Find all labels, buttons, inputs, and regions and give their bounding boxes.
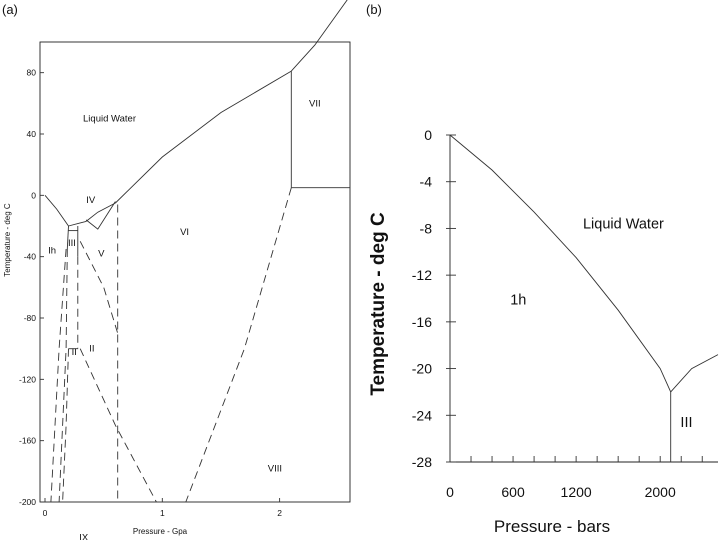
phase-label: V (98, 249, 105, 260)
phase-boundary-dashed (62, 348, 69, 503)
y-tick-label: -12 (412, 267, 432, 283)
y-tick-label: 80 (27, 68, 37, 78)
phase-boundary-solid (85, 201, 116, 230)
y-tick-label: -20 (412, 361, 432, 377)
phase-boundary-solid (66, 225, 69, 250)
phase-boundary-dashed (79, 241, 119, 334)
panel-b-series (449, 134, 719, 462)
phase-label: Ih (48, 246, 56, 257)
phase-boundary-solid (85, 202, 116, 222)
panel-a-y-axis-label: Temperature - deg C (3, 203, 12, 277)
y-tick-label: 0 (424, 127, 432, 143)
panel-a-dashed-boundaries (50, 187, 292, 503)
y-tick-label: -40 (24, 252, 37, 262)
phase-label: 1h (510, 292, 526, 308)
phase-label: III (680, 415, 692, 431)
phase-boundary-line (449, 134, 672, 393)
phase-label: VII (309, 98, 321, 109)
y-tick-label: 40 (27, 129, 37, 139)
phase-boundary-dashed (58, 248, 68, 503)
y-tick-label: -160 (19, 436, 36, 446)
panel-a-letter: (a) (2, 2, 18, 17)
phase-boundary-solid (44, 195, 69, 227)
panel-a-phase-labels: Liquid Water Ih III IV V VI VII II II VIII IX (48, 98, 321, 540)
phase-boundary-solid (290, 0, 348, 72)
phase-label: IV (86, 195, 96, 206)
y-tick-label: -4 (420, 174, 433, 190)
phase-boundary-dashed (79, 348, 157, 503)
phase-label: II (89, 344, 94, 355)
phase-boundary-dashed (50, 248, 67, 503)
panel-a-solid-boundaries (44, 0, 350, 350)
y-tick-label: -28 (412, 454, 432, 470)
x-tick-label: 1 (160, 508, 165, 518)
y-tick-label: -16 (412, 314, 432, 330)
phase-label: IX (79, 532, 89, 540)
y-tick-label: -120 (19, 374, 36, 384)
x-tick-label: 600 (501, 484, 525, 500)
y-tick-label: 0 (31, 190, 36, 200)
panel-b-ticks: 0 -4 -8 -12 -16 -20 -24 -28 0 600 1200 2000 (412, 127, 703, 500)
x-tick-label: 2 (277, 508, 282, 518)
panel-a-plot-frame (39, 41, 351, 503)
phase-boundary-solid (68, 220, 87, 227)
panel-a-ticks: 80 40 0 -40 -80 -120 -160 -200 0 1 2 (19, 68, 282, 518)
x-tick-label: 0 (43, 508, 48, 518)
y-tick-label: -200 (19, 497, 36, 507)
phase-label: II (72, 347, 77, 358)
panel-a-x-axis-label: Pressure - Gpa (133, 527, 188, 536)
panel-a: (a) 80 40 0 -40 -80 -120 -160 -200 0 1 2 Liquid Wa… (2, 0, 351, 540)
panel-b-phase-labels: Liquid Water 1h III (510, 216, 692, 431)
panel-b-letter: (b) (366, 2, 382, 17)
panel-b-x-axis-label: Pressure - bars (494, 517, 610, 536)
panel-b-y-axis-label: Temperature - deg C (368, 212, 389, 396)
y-tick-label: -8 (420, 220, 433, 236)
y-tick-label: -24 (412, 407, 432, 423)
y-tick-label: -80 (24, 313, 37, 323)
phase-label: VIII (268, 463, 282, 474)
phase-boundary-dashed (185, 187, 292, 503)
phase-label: Liquid Water (83, 114, 136, 125)
x-tick-label: 1200 (561, 484, 592, 500)
phase-label: III (68, 238, 76, 249)
phase-boundary-line (670, 354, 719, 393)
x-tick-label: 2000 (645, 484, 676, 500)
phase-label: VI (180, 227, 189, 238)
phase-label: Liquid Water (583, 216, 664, 232)
x-tick-label: 0 (446, 484, 454, 500)
phase-boundary-solid (115, 70, 292, 204)
panel-b: (b) 0 -4 -8 -12 -16 -20 -24 -28 0 600 1200 2000 Liq… (366, 2, 719, 536)
